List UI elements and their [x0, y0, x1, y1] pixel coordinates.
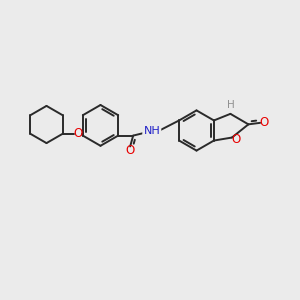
Text: H: H [226, 100, 234, 110]
Text: NH: NH [143, 126, 160, 136]
Text: O: O [125, 144, 135, 157]
Text: O: O [260, 116, 268, 129]
Text: O: O [74, 127, 83, 140]
Text: O: O [232, 133, 241, 146]
